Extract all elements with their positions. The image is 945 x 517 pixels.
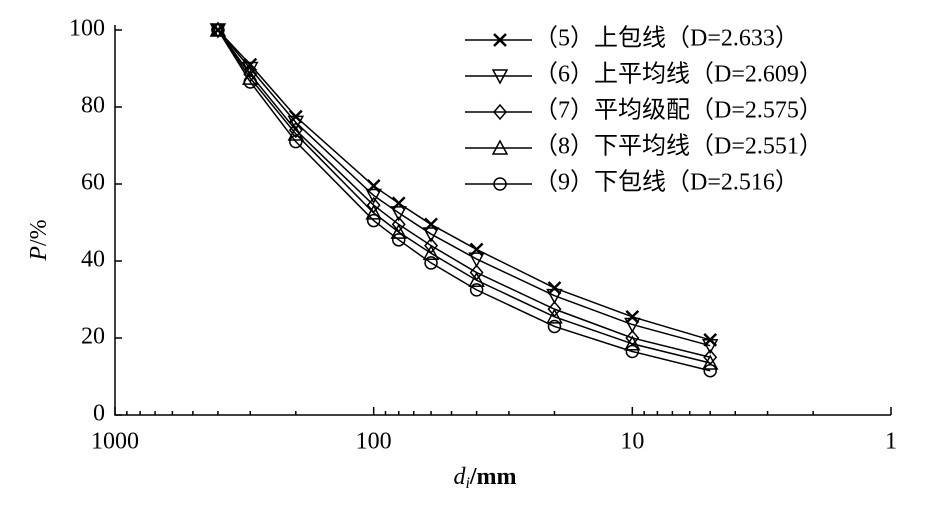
marker xyxy=(424,256,438,270)
y-tick-label: 0 xyxy=(93,401,105,427)
legend-label: （6）上平均线（D=2.609） xyxy=(534,61,823,88)
marker xyxy=(243,75,258,89)
legend-marker xyxy=(491,69,509,85)
marker xyxy=(469,283,484,297)
marker xyxy=(547,281,562,295)
marker xyxy=(468,271,485,287)
marker xyxy=(366,213,381,228)
marker xyxy=(625,309,640,324)
x-tick-label: 10 xyxy=(620,429,644,455)
y-tick-label: 20 xyxy=(81,324,105,350)
legend-label: （8）下平均线（D=2.551） xyxy=(534,133,823,160)
marker xyxy=(701,338,719,355)
marker xyxy=(365,188,382,205)
y-tick-label: 80 xyxy=(81,93,105,119)
marker xyxy=(289,134,303,149)
legend-marker xyxy=(493,33,507,47)
y-tick-label: 40 xyxy=(81,247,105,273)
x-tick-label: 1 xyxy=(885,429,897,455)
legend-label: （7）平均级配（D=2.575） xyxy=(534,97,823,124)
marker xyxy=(624,317,641,334)
marker xyxy=(703,363,717,378)
x-label-symbol: d xyxy=(453,464,466,490)
marker xyxy=(625,344,640,359)
marker xyxy=(287,115,305,131)
marker xyxy=(210,21,225,39)
x-tick-label: 1000 xyxy=(91,429,139,455)
marker xyxy=(365,204,382,220)
series-line xyxy=(217,29,711,358)
y-label-unit: /% xyxy=(26,219,52,246)
legend-marker xyxy=(491,139,509,155)
x-tick-label: 100 xyxy=(356,429,392,455)
x-axis-label: di/mm xyxy=(453,464,516,492)
series-line xyxy=(217,29,711,347)
marker xyxy=(390,206,407,222)
marker xyxy=(546,308,563,324)
marker xyxy=(390,223,407,239)
marker xyxy=(288,121,303,139)
series-line xyxy=(217,29,711,341)
marker xyxy=(287,125,305,141)
marker xyxy=(211,23,225,37)
series-line xyxy=(217,29,711,372)
marker xyxy=(547,319,562,334)
marker xyxy=(546,288,563,305)
marker xyxy=(422,244,440,261)
legend-label: （5）上包线（D=2.633） xyxy=(534,25,799,52)
x-label-subscript: i xyxy=(465,475,469,492)
series-line xyxy=(217,29,711,364)
y-axis-label: P/% xyxy=(26,219,52,261)
marker xyxy=(468,252,485,268)
y-tick-label: 100 xyxy=(69,16,105,42)
marker xyxy=(391,233,406,247)
y-tick-label: 60 xyxy=(81,170,105,196)
legend-label: （9）下包线（D=2.516） xyxy=(534,169,799,196)
marker xyxy=(624,335,641,351)
marker xyxy=(701,354,719,370)
x-label-unit: /mm xyxy=(469,464,517,490)
y-label-symbol: P xyxy=(26,246,52,262)
legend-marker xyxy=(493,177,507,191)
marker xyxy=(422,227,440,243)
legend-marker xyxy=(493,103,507,121)
